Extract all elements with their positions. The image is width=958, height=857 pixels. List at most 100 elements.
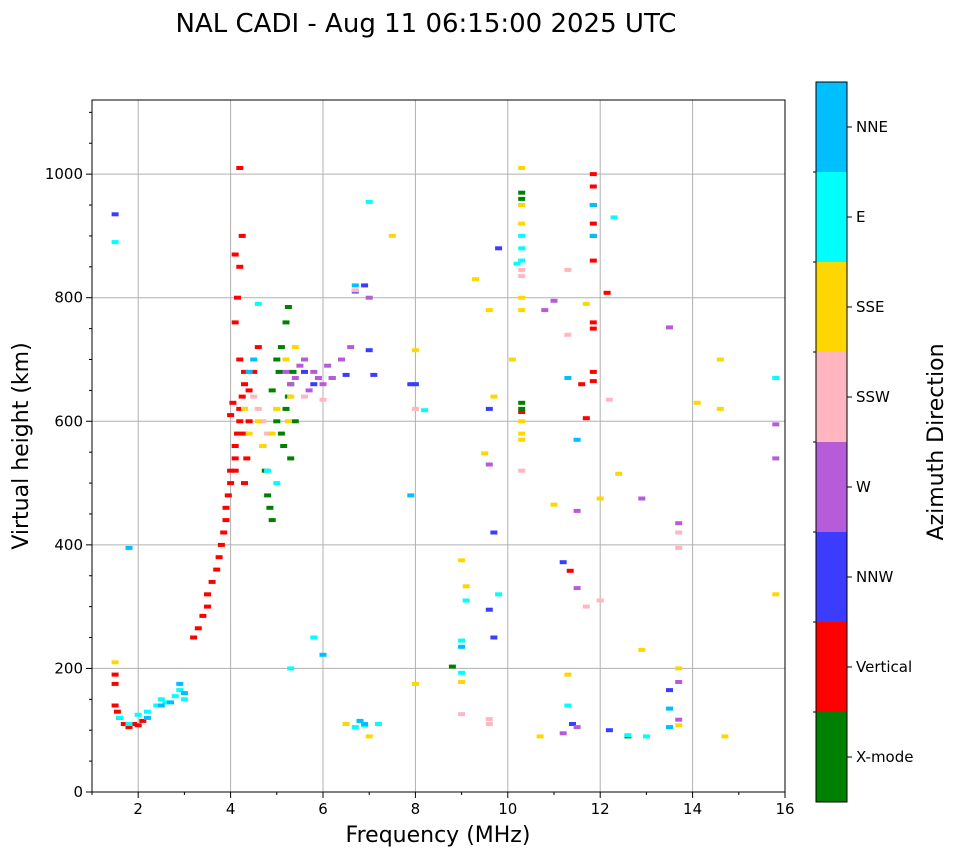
- data-point-sse: [458, 680, 466, 684]
- data-point-sse: [518, 419, 526, 424]
- data-point-ssw: [675, 530, 683, 535]
- data-point-vertical: [254, 345, 262, 350]
- data-point-vertical: [589, 221, 597, 226]
- data-point-nnw: [301, 369, 308, 374]
- y-tick-label: 800: [54, 289, 83, 307]
- data-point-vertical: [234, 295, 241, 300]
- data-point-w: [282, 369, 290, 374]
- x-tick-label: 6: [318, 800, 328, 818]
- data-point-ssw: [259, 419, 267, 424]
- colorbar-frame: [815, 81, 848, 803]
- data-point-vertical: [236, 166, 244, 170]
- data-point-e: [518, 233, 526, 238]
- data-point-w: [638, 496, 646, 501]
- data-point-x-mode: [289, 369, 297, 374]
- data-point-sse: [254, 419, 262, 424]
- data-point-vertical: [241, 382, 248, 387]
- data-point-ssw: [518, 274, 526, 279]
- data-point-sse: [675, 723, 683, 728]
- x-tick-label: 10: [498, 800, 517, 818]
- data-point-nne: [666, 725, 673, 730]
- data-point-w: [550, 298, 558, 303]
- data-point-sse: [490, 394, 498, 399]
- data-point-sse: [518, 203, 526, 207]
- data-point-vertical: [217, 542, 225, 547]
- data-point-e: [254, 301, 262, 306]
- data-point-vertical: [231, 468, 239, 473]
- data-point-ssw: [564, 332, 572, 337]
- data-point-vertical: [582, 416, 590, 421]
- x-tick-label: 14: [683, 800, 702, 818]
- data-point-w: [573, 586, 581, 591]
- data-point-nnw: [485, 607, 493, 612]
- data-point-vertical: [204, 604, 211, 609]
- data-point-vertical: [250, 369, 258, 374]
- data-point-e: [116, 715, 124, 720]
- colorbar-label: NNW: [856, 568, 893, 586]
- data-point-vertical: [236, 264, 244, 269]
- data-point-x-mode: [287, 456, 295, 461]
- data-point-ssw: [582, 604, 590, 609]
- data-point-x-mode: [518, 190, 526, 195]
- data-point-vertical: [236, 419, 244, 424]
- data-point-e: [176, 688, 184, 693]
- data-point-e: [153, 703, 161, 708]
- data-point-vertical: [227, 481, 235, 486]
- data-point-sse: [485, 308, 493, 313]
- data-point-sse: [615, 471, 623, 476]
- data-point-w: [314, 376, 322, 380]
- colorbar-label: W: [856, 478, 871, 496]
- data-point-nne: [407, 493, 415, 498]
- data-points: [111, 166, 780, 739]
- data-point-x-mode: [277, 431, 285, 436]
- data-point-x-mode: [291, 419, 299, 424]
- data-point-nne: [157, 703, 165, 708]
- data-point-ssw: [485, 722, 493, 726]
- colorbar-label: Vertical: [856, 658, 912, 676]
- data-point-w: [338, 357, 345, 362]
- data-point-sse: [111, 660, 119, 665]
- data-point-nnw: [490, 530, 498, 535]
- colorbar-swatch: [816, 622, 847, 712]
- data-point-sse: [518, 166, 526, 170]
- data-point-vertical: [111, 672, 119, 677]
- data-point-ssw: [319, 397, 327, 402]
- data-point-vertical: [229, 400, 237, 405]
- data-point-sse: [365, 734, 373, 739]
- data-point-sse: [675, 666, 683, 671]
- data-point-vertical: [241, 431, 248, 436]
- data-point-sse: [518, 431, 526, 436]
- data-point-nnw: [407, 382, 415, 387]
- chart-title: NAL CADI - Aug 11 06:15:00 2025 UTC: [176, 9, 677, 39]
- colorbar-label: X-mode: [856, 748, 913, 766]
- data-point-vertical: [130, 722, 138, 726]
- data-point-x-mode: [273, 419, 281, 424]
- data-point-w: [573, 725, 581, 730]
- data-point-w: [365, 295, 373, 300]
- data-point-w: [291, 376, 299, 380]
- data-point-sse: [472, 277, 479, 282]
- data-point-sse: [462, 584, 470, 589]
- data-point-nne: [167, 700, 174, 705]
- data-point-nne: [245, 369, 253, 374]
- data-point-e: [458, 638, 466, 643]
- data-point-e: [134, 712, 142, 717]
- data-point-w: [319, 382, 327, 387]
- data-point-vertical: [227, 413, 235, 418]
- data-point-nnw: [569, 722, 576, 726]
- data-point-vertical: [589, 258, 597, 263]
- data-point-nne: [666, 706, 673, 711]
- data-point-vertical: [199, 613, 207, 618]
- data-point-sse: [284, 419, 292, 424]
- data-point-sse: [287, 394, 295, 399]
- data-point-nne: [573, 437, 581, 442]
- data-point-vertical: [234, 431, 241, 436]
- colorbar-swatch: [816, 532, 847, 622]
- data-point-w: [347, 345, 355, 350]
- y-tick-label: 200: [54, 659, 83, 677]
- data-point-e: [518, 246, 526, 251]
- data-point-e: [162, 700, 170, 705]
- data-point-x-mode: [266, 505, 274, 510]
- data-point-w: [559, 731, 567, 736]
- data-point-sse: [582, 301, 590, 306]
